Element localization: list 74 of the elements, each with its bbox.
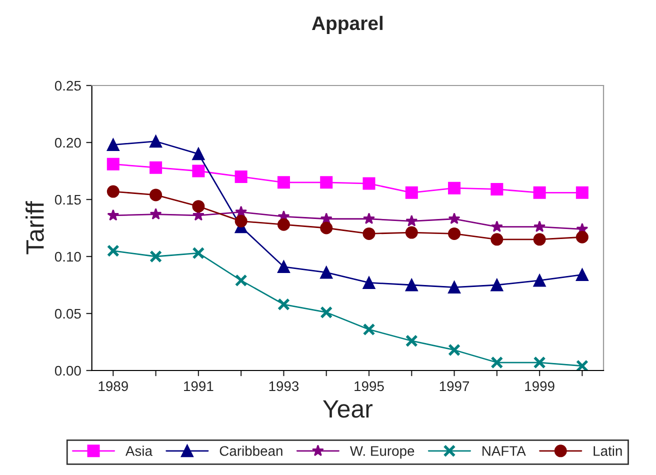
y-tick-label: 0.15 xyxy=(54,194,81,205)
point xyxy=(150,135,162,148)
point xyxy=(405,226,418,239)
y-tick-label: 0.10 xyxy=(54,252,81,262)
point xyxy=(490,233,504,246)
legend-label: Asia xyxy=(125,446,152,456)
x-tick-label: 1991 xyxy=(184,381,214,392)
point xyxy=(362,227,376,240)
point xyxy=(362,323,376,336)
point xyxy=(277,176,290,189)
point xyxy=(576,360,588,370)
point xyxy=(106,244,120,258)
point xyxy=(576,230,588,244)
point xyxy=(448,182,461,194)
legend-label: W. Europe xyxy=(350,446,414,459)
point xyxy=(277,260,290,274)
x-axis-title: Year xyxy=(322,400,373,418)
point xyxy=(192,246,205,260)
point xyxy=(490,182,504,196)
point xyxy=(533,356,546,369)
point xyxy=(362,177,376,190)
point xyxy=(576,186,588,199)
x-tick-label: 1999 xyxy=(525,381,554,392)
point xyxy=(234,170,248,183)
point xyxy=(150,250,162,263)
point xyxy=(277,218,290,231)
point xyxy=(533,186,546,199)
point xyxy=(320,306,333,319)
point xyxy=(405,278,418,292)
point xyxy=(320,266,333,279)
point xyxy=(234,214,248,228)
point xyxy=(234,274,248,287)
point xyxy=(533,233,546,246)
point xyxy=(533,274,546,287)
legend-label: Caribbean xyxy=(220,446,282,456)
x-tick-label: 1989 xyxy=(98,381,128,392)
point xyxy=(320,176,333,189)
point xyxy=(490,220,503,232)
point xyxy=(320,222,333,234)
y-tick-label: 0.20 xyxy=(54,138,81,148)
legend-label: Latin xyxy=(594,446,622,456)
point xyxy=(106,158,120,170)
point xyxy=(277,298,290,311)
point xyxy=(192,200,205,213)
point xyxy=(448,212,460,224)
y-tick-label: 0.00 xyxy=(54,366,81,376)
point xyxy=(150,161,162,174)
x-tick-label: 1993 xyxy=(269,381,299,392)
x-tick-label: 1995 xyxy=(354,381,384,392)
y-tick-label: 0.05 xyxy=(54,308,81,319)
point xyxy=(192,164,205,178)
point xyxy=(363,212,375,224)
point xyxy=(448,281,461,294)
point xyxy=(150,188,162,202)
point xyxy=(405,334,418,348)
point xyxy=(490,278,504,292)
point xyxy=(576,268,588,281)
point xyxy=(106,185,120,198)
x-tick-label: 1997 xyxy=(440,381,470,392)
point xyxy=(534,220,546,232)
point xyxy=(406,214,418,226)
point xyxy=(448,227,461,240)
y-tick-label: 0.25 xyxy=(54,80,81,91)
point xyxy=(107,209,120,221)
legend-label: NAFTA xyxy=(482,446,526,456)
point xyxy=(405,186,418,199)
point xyxy=(106,138,120,152)
point xyxy=(150,208,162,220)
chart-title: Apparel xyxy=(312,16,382,34)
point xyxy=(192,148,205,160)
point xyxy=(490,356,504,369)
point xyxy=(362,276,376,289)
y-axis-title: Tariff xyxy=(26,201,44,254)
point xyxy=(448,344,461,356)
